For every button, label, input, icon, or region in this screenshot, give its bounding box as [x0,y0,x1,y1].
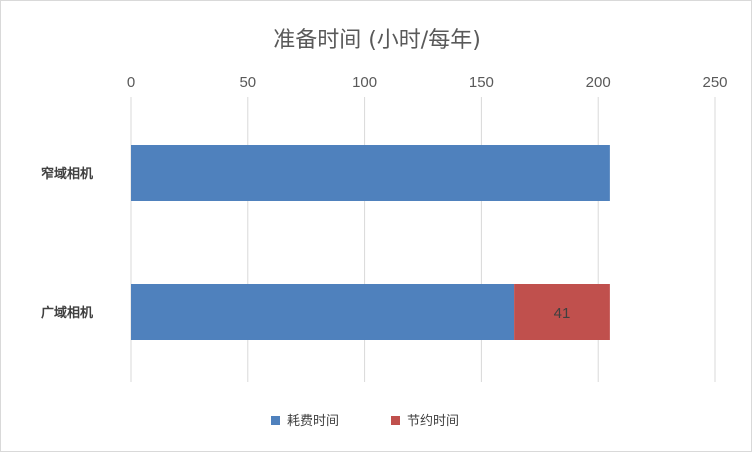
x-tick-label: 100 [352,74,377,91]
x-tick-label: 200 [586,74,611,91]
x-axis-ticks: 0 50 100 150 200 250 [127,74,728,91]
bar-spent-1 [131,284,515,340]
legend: 耗费时间 节约时间 [271,414,459,429]
x-tick-label: 250 [702,74,727,91]
legend-label: 耗费时间 [287,414,339,429]
legend-swatch [391,416,400,425]
data-label: 41 [554,305,571,322]
legend-label: 节约时间 [407,414,459,429]
legend-swatch [271,416,280,425]
x-tick-label: 150 [469,74,494,91]
chart-title: 准备时间 (小时/每年) [273,28,481,53]
bar-spent-0 [131,145,610,201]
bar-saved-1 [514,284,610,340]
category-label: 窄域相机 [41,166,93,182]
data-labels: 41 [554,305,571,322]
bars [131,145,610,340]
category-label: 广域相机 [41,305,93,321]
x-tick-label: 50 [239,74,256,91]
x-tick-label: 0 [127,74,135,91]
